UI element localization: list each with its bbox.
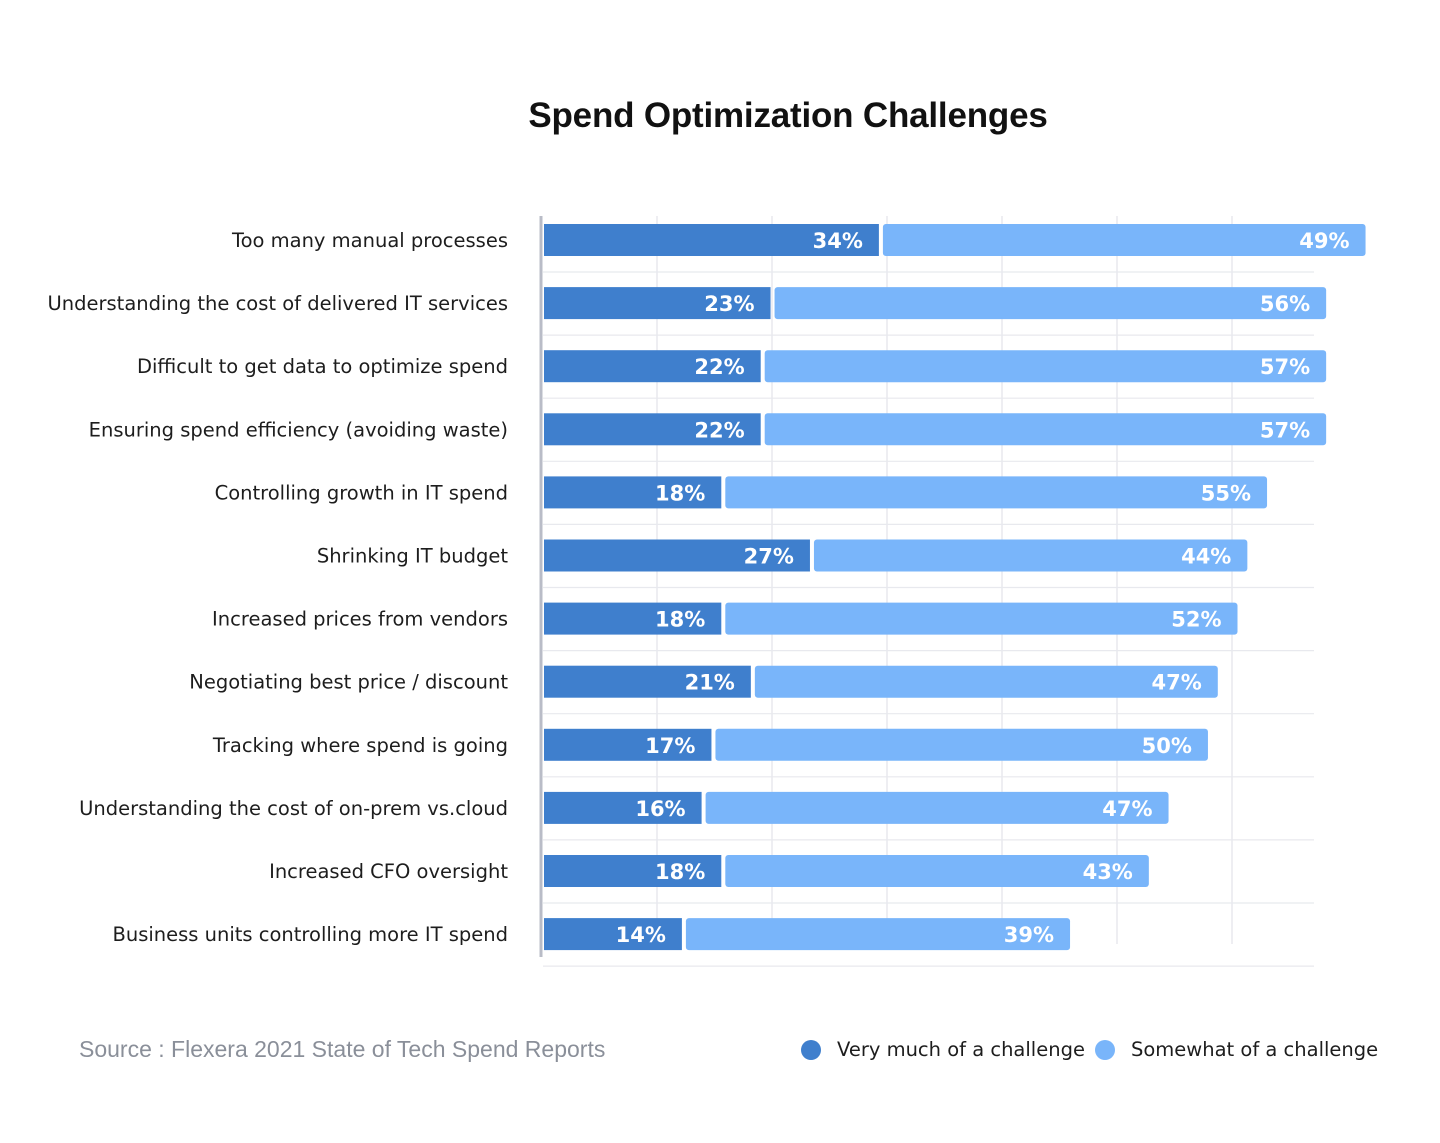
category-label: Understanding the cost of on-prem vs.clo… — [79, 797, 508, 820]
category-label: Increased prices from vendors — [212, 608, 508, 631]
bar-very-much — [544, 728, 712, 761]
data-label-very-much: 23% — [704, 292, 754, 316]
data-label-somewhat: 47% — [1102, 797, 1152, 821]
bar-very-much — [544, 413, 761, 446]
data-label-very-much: 18% — [655, 860, 705, 884]
category-label: Understanding the cost of delivered IT s… — [48, 292, 509, 315]
data-label-somewhat: 47% — [1152, 671, 1202, 695]
bar-somewhat — [725, 855, 1149, 887]
category-label: Shrinking IT budget — [317, 545, 509, 568]
data-label-very-much: 21% — [685, 671, 735, 695]
legend-label-somewhat: Somewhat of a challenge — [1131, 1038, 1379, 1061]
category-labels: Too many manual processes Understanding t… — [48, 229, 509, 946]
legend-swatch-very-much — [801, 1039, 821, 1060]
bar-somewhat — [725, 476, 1268, 509]
bar-somewhat — [705, 791, 1169, 824]
bar-very-much — [544, 539, 810, 572]
data-label-very-much: 34% — [813, 229, 863, 253]
data-label-very-much: 22% — [694, 355, 744, 379]
category-label: Controlling growth in IT spend — [215, 481, 508, 504]
legend-label-very-much: Very much of a challenge — [837, 1038, 1085, 1061]
bar-very-much — [544, 476, 722, 509]
bar-somewhat — [774, 287, 1327, 320]
bar-very-much — [544, 918, 682, 951]
bar-very-much — [544, 665, 751, 698]
category-label: Difficult to get data to optimize spend — [137, 355, 508, 378]
data-label-somewhat: 49% — [1299, 229, 1349, 253]
bar-very-much — [544, 855, 722, 887]
bars: 34% 49% 23% 56% 22% 57% 22% 57% 18% 55% 27% 44% 18% 5… — [544, 224, 1366, 951]
bar-somewhat — [754, 665, 1218, 698]
data-label-somewhat: 43% — [1083, 860, 1133, 884]
data-label-very-much: 16% — [635, 797, 685, 821]
data-label-very-much: 18% — [655, 481, 705, 505]
category-label: Tracking where spend is going — [212, 734, 508, 757]
bar-very-much — [544, 791, 702, 824]
bar-very-much — [544, 287, 771, 320]
data-label-very-much: 27% — [744, 545, 794, 569]
chart-title: Spend Optimization Challenges — [528, 96, 1048, 135]
bar-somewhat — [715, 728, 1208, 761]
legend-item-very-much: Very much of a challenge — [801, 1038, 1085, 1061]
bar-somewhat — [764, 350, 1327, 383]
data-label-very-much: 17% — [645, 734, 695, 758]
legend-swatch-somewhat — [1095, 1039, 1115, 1060]
category-label: Ensuring spend efficiency (avoiding wast… — [89, 418, 508, 441]
data-label-very-much: 14% — [616, 923, 666, 947]
data-label-somewhat: 44% — [1181, 545, 1231, 569]
bar-very-much — [544, 350, 761, 383]
bar-somewhat — [725, 602, 1238, 635]
category-label: Increased CFO oversight — [269, 860, 508, 883]
gridlines — [539, 216, 1314, 967]
bar-somewhat — [882, 224, 1366, 256]
bar-somewhat — [685, 918, 1071, 951]
data-label-somewhat: 57% — [1260, 355, 1310, 379]
category-label: Negotiating best price / discount — [189, 671, 508, 694]
data-label-somewhat: 55% — [1201, 481, 1251, 505]
category-label: Business units controlling more IT spend — [112, 923, 508, 946]
data-label-somewhat: 56% — [1260, 292, 1310, 316]
category-label: Too many manual processes — [231, 229, 508, 252]
data-label-somewhat: 57% — [1260, 418, 1310, 442]
source-note: Source : Flexera 2021 State of Tech Spen… — [79, 1036, 606, 1062]
bar-very-much — [544, 224, 879, 256]
legend-item-somewhat: Somewhat of a challenge — [1095, 1038, 1378, 1061]
data-label-very-much: 18% — [655, 608, 705, 632]
bar-very-much — [544, 602, 722, 635]
data-label-somewhat: 39% — [1004, 923, 1054, 947]
data-label-somewhat: 52% — [1171, 608, 1221, 632]
bar-somewhat — [764, 413, 1327, 446]
data-label-very-much: 22% — [694, 418, 744, 442]
bar-somewhat — [813, 539, 1248, 572]
data-label-somewhat: 50% — [1142, 734, 1192, 758]
